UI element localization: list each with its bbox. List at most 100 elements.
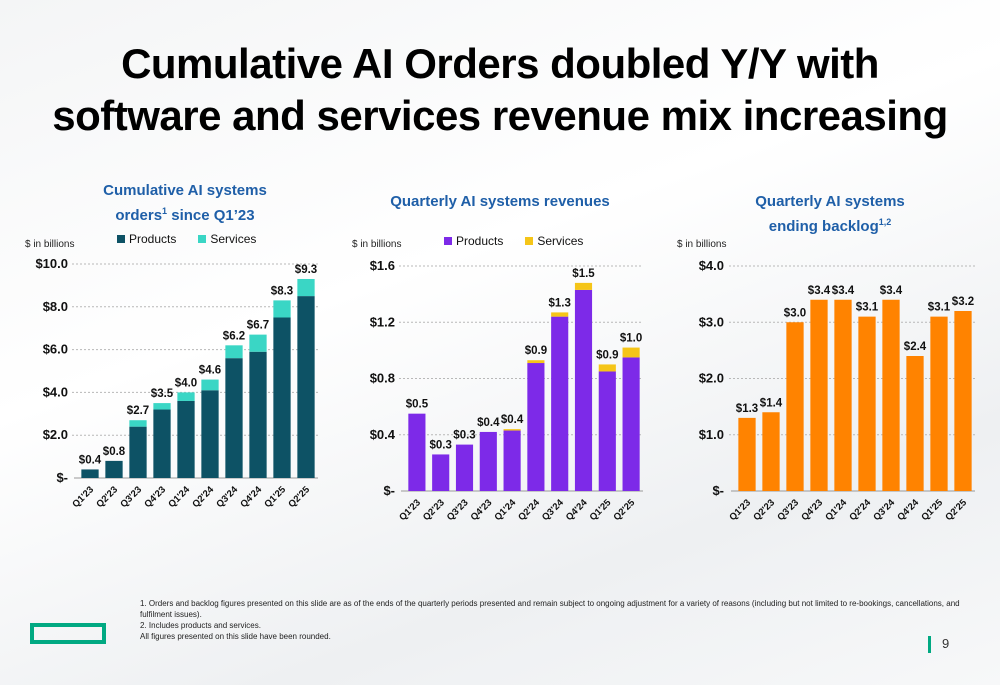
chart2-bar-services	[503, 429, 521, 431]
chart2-bar-services	[598, 364, 616, 372]
chart1-bar-products	[225, 358, 243, 478]
chart1-ytick-label: $-	[56, 470, 68, 485]
chart3-data-label: $3.4	[832, 285, 855, 297]
chart2-legend-services: Services	[525, 234, 583, 248]
chart1-legend-products-label: Products	[129, 232, 177, 246]
chart2-data-label: $1.0	[620, 333, 642, 345]
chart2-bar-services	[574, 282, 593, 290]
chart2-bar-products	[527, 363, 545, 491]
chart3-bar-value	[738, 417, 756, 491]
page-number-bar	[928, 636, 931, 653]
chart1-ytick-label: $6.0	[43, 342, 68, 357]
chart2-bar-products	[598, 371, 616, 491]
chart2-ytick-label: $1.6	[370, 258, 395, 273]
chart2-data-label: $0.5	[406, 399, 429, 411]
footnotes: 1. Orders and backlog figures presented …	[140, 598, 960, 642]
chart1-data-label: $4.6	[199, 365, 221, 377]
chart1-ytick-label: $4.0	[43, 384, 68, 399]
chart3-ytick-label: $1.0	[699, 427, 724, 442]
chart3-category-label: Q3'23	[775, 497, 801, 523]
chart1-bar-services	[129, 420, 147, 427]
chart3-category-label: Q2'23	[751, 497, 777, 523]
chart2-legend: Products Services	[444, 234, 583, 248]
footnote-2: 2. Includes products and services.	[140, 621, 261, 630]
chart2-data-label: $0.3	[430, 439, 452, 451]
chart1-bar-products	[129, 426, 147, 478]
slide-title-line2: software and services revenue mix increa…	[52, 92, 948, 139]
chart2-bar-services	[527, 360, 545, 364]
chart1-bar-services	[153, 403, 171, 410]
chart1-title-line2-text: orders	[115, 207, 163, 224]
chart3-data-label: $3.4	[880, 285, 903, 297]
chart3-bar-value	[954, 311, 972, 491]
chart1-bar-services	[177, 392, 195, 401]
chart1-data-label: $3.5	[151, 388, 174, 400]
chart3-category-label: Q1'25	[919, 497, 945, 523]
chart3-category-label: Q2'25	[943, 497, 969, 523]
chart3-ytick-label: $-	[712, 483, 724, 498]
chart2-bar-products	[574, 289, 593, 491]
chart1-ytick-label: $8.0	[43, 299, 68, 314]
page-number: 9	[942, 636, 950, 651]
chart2-ytick-label: $-	[383, 483, 395, 498]
chart1-bar-products	[153, 409, 171, 478]
chart1-unit-label: $ in billions	[25, 239, 75, 250]
chart2-legend-products-swatch	[444, 237, 452, 245]
chart2-data-label: $0.4	[477, 417, 500, 429]
chart3-category-label: Q4'24	[895, 497, 921, 523]
chart3-data-label: $3.2	[952, 296, 974, 308]
chart2-ytick-label: $1.2	[370, 314, 395, 329]
chart2-data-label: $0.3	[453, 430, 475, 442]
chart3-category-label: Q1'24	[823, 497, 849, 523]
chart3-data-label: $3.4	[808, 285, 831, 297]
chart3-category-label: Q2'24	[847, 497, 873, 523]
chart1-bar-services	[225, 345, 243, 359]
chart3-bar-value	[786, 322, 804, 491]
chart3-data-label: $3.0	[784, 307, 806, 319]
chart1-data-label: $6.2	[223, 330, 245, 342]
slide-title: Cumulative AI Orders doubled Y/Y with so…	[0, 38, 1000, 142]
chart3-data-label: $1.4	[760, 397, 783, 409]
chart3-data-label: $3.1	[856, 302, 879, 314]
chart1-legend-services: Services	[198, 232, 256, 246]
chart3-ytick-label: $2.0	[699, 371, 724, 386]
chart1-data-label: $4.0	[175, 377, 197, 389]
chart3-title-line2: ending backlog1,2	[700, 212, 960, 237]
chart1-ytick-label: $2.0	[43, 427, 68, 442]
chart2-data-label: $0.9	[525, 345, 547, 357]
chart1-bar-products	[201, 390, 219, 478]
chart1-bar-services	[273, 300, 291, 318]
chart1-title-line2: orders1 since Q1’23	[60, 201, 310, 226]
chart3-title: Quarterly AI systems ending backlog1,2	[700, 192, 960, 237]
chart1-bar-services	[249, 334, 267, 352]
chart1-legend-services-swatch	[198, 235, 207, 243]
chart2-bar-products	[622, 357, 640, 491]
chart2-legend-services-swatch	[525, 237, 534, 245]
chart1-bar-products	[177, 400, 195, 478]
chart1-title-line1: Cumulative AI systems	[103, 182, 267, 199]
chart1-bar-products	[81, 469, 99, 478]
chart2-data-label: $0.4	[501, 414, 524, 426]
chart1-data-label: $8.3	[271, 285, 293, 297]
chart3-ytick-label: $4.0	[699, 258, 724, 273]
chart3-unit-label: $ in billions	[677, 239, 727, 250]
chart2-bar-products	[432, 454, 450, 491]
chart2-bar-services	[622, 347, 640, 358]
chart3-bar-value	[906, 356, 924, 491]
company-logo	[30, 623, 106, 644]
chart2-ytick-label: $0.4	[370, 427, 396, 442]
chart1-bar-products	[105, 460, 123, 478]
chart1-data-label: $0.4	[79, 454, 102, 466]
chart3-title-line2-text: ending backlog	[768, 218, 879, 235]
chart3-ytick-label: $3.0	[699, 314, 724, 329]
chart2-data-label: $1.5	[572, 268, 595, 280]
chart3-bar-value	[834, 299, 852, 491]
chart3-data-label: $2.4	[904, 341, 927, 353]
chart2-legend-products: Products	[444, 234, 503, 248]
chart1-bar-products	[297, 296, 315, 478]
chart3-title-line1: Quarterly AI systems	[755, 193, 905, 210]
chart3-category-label: Q4'23	[799, 497, 825, 523]
chart1-data-label: $2.7	[127, 405, 149, 417]
chart3-title-sup: 1,2	[878, 217, 892, 227]
